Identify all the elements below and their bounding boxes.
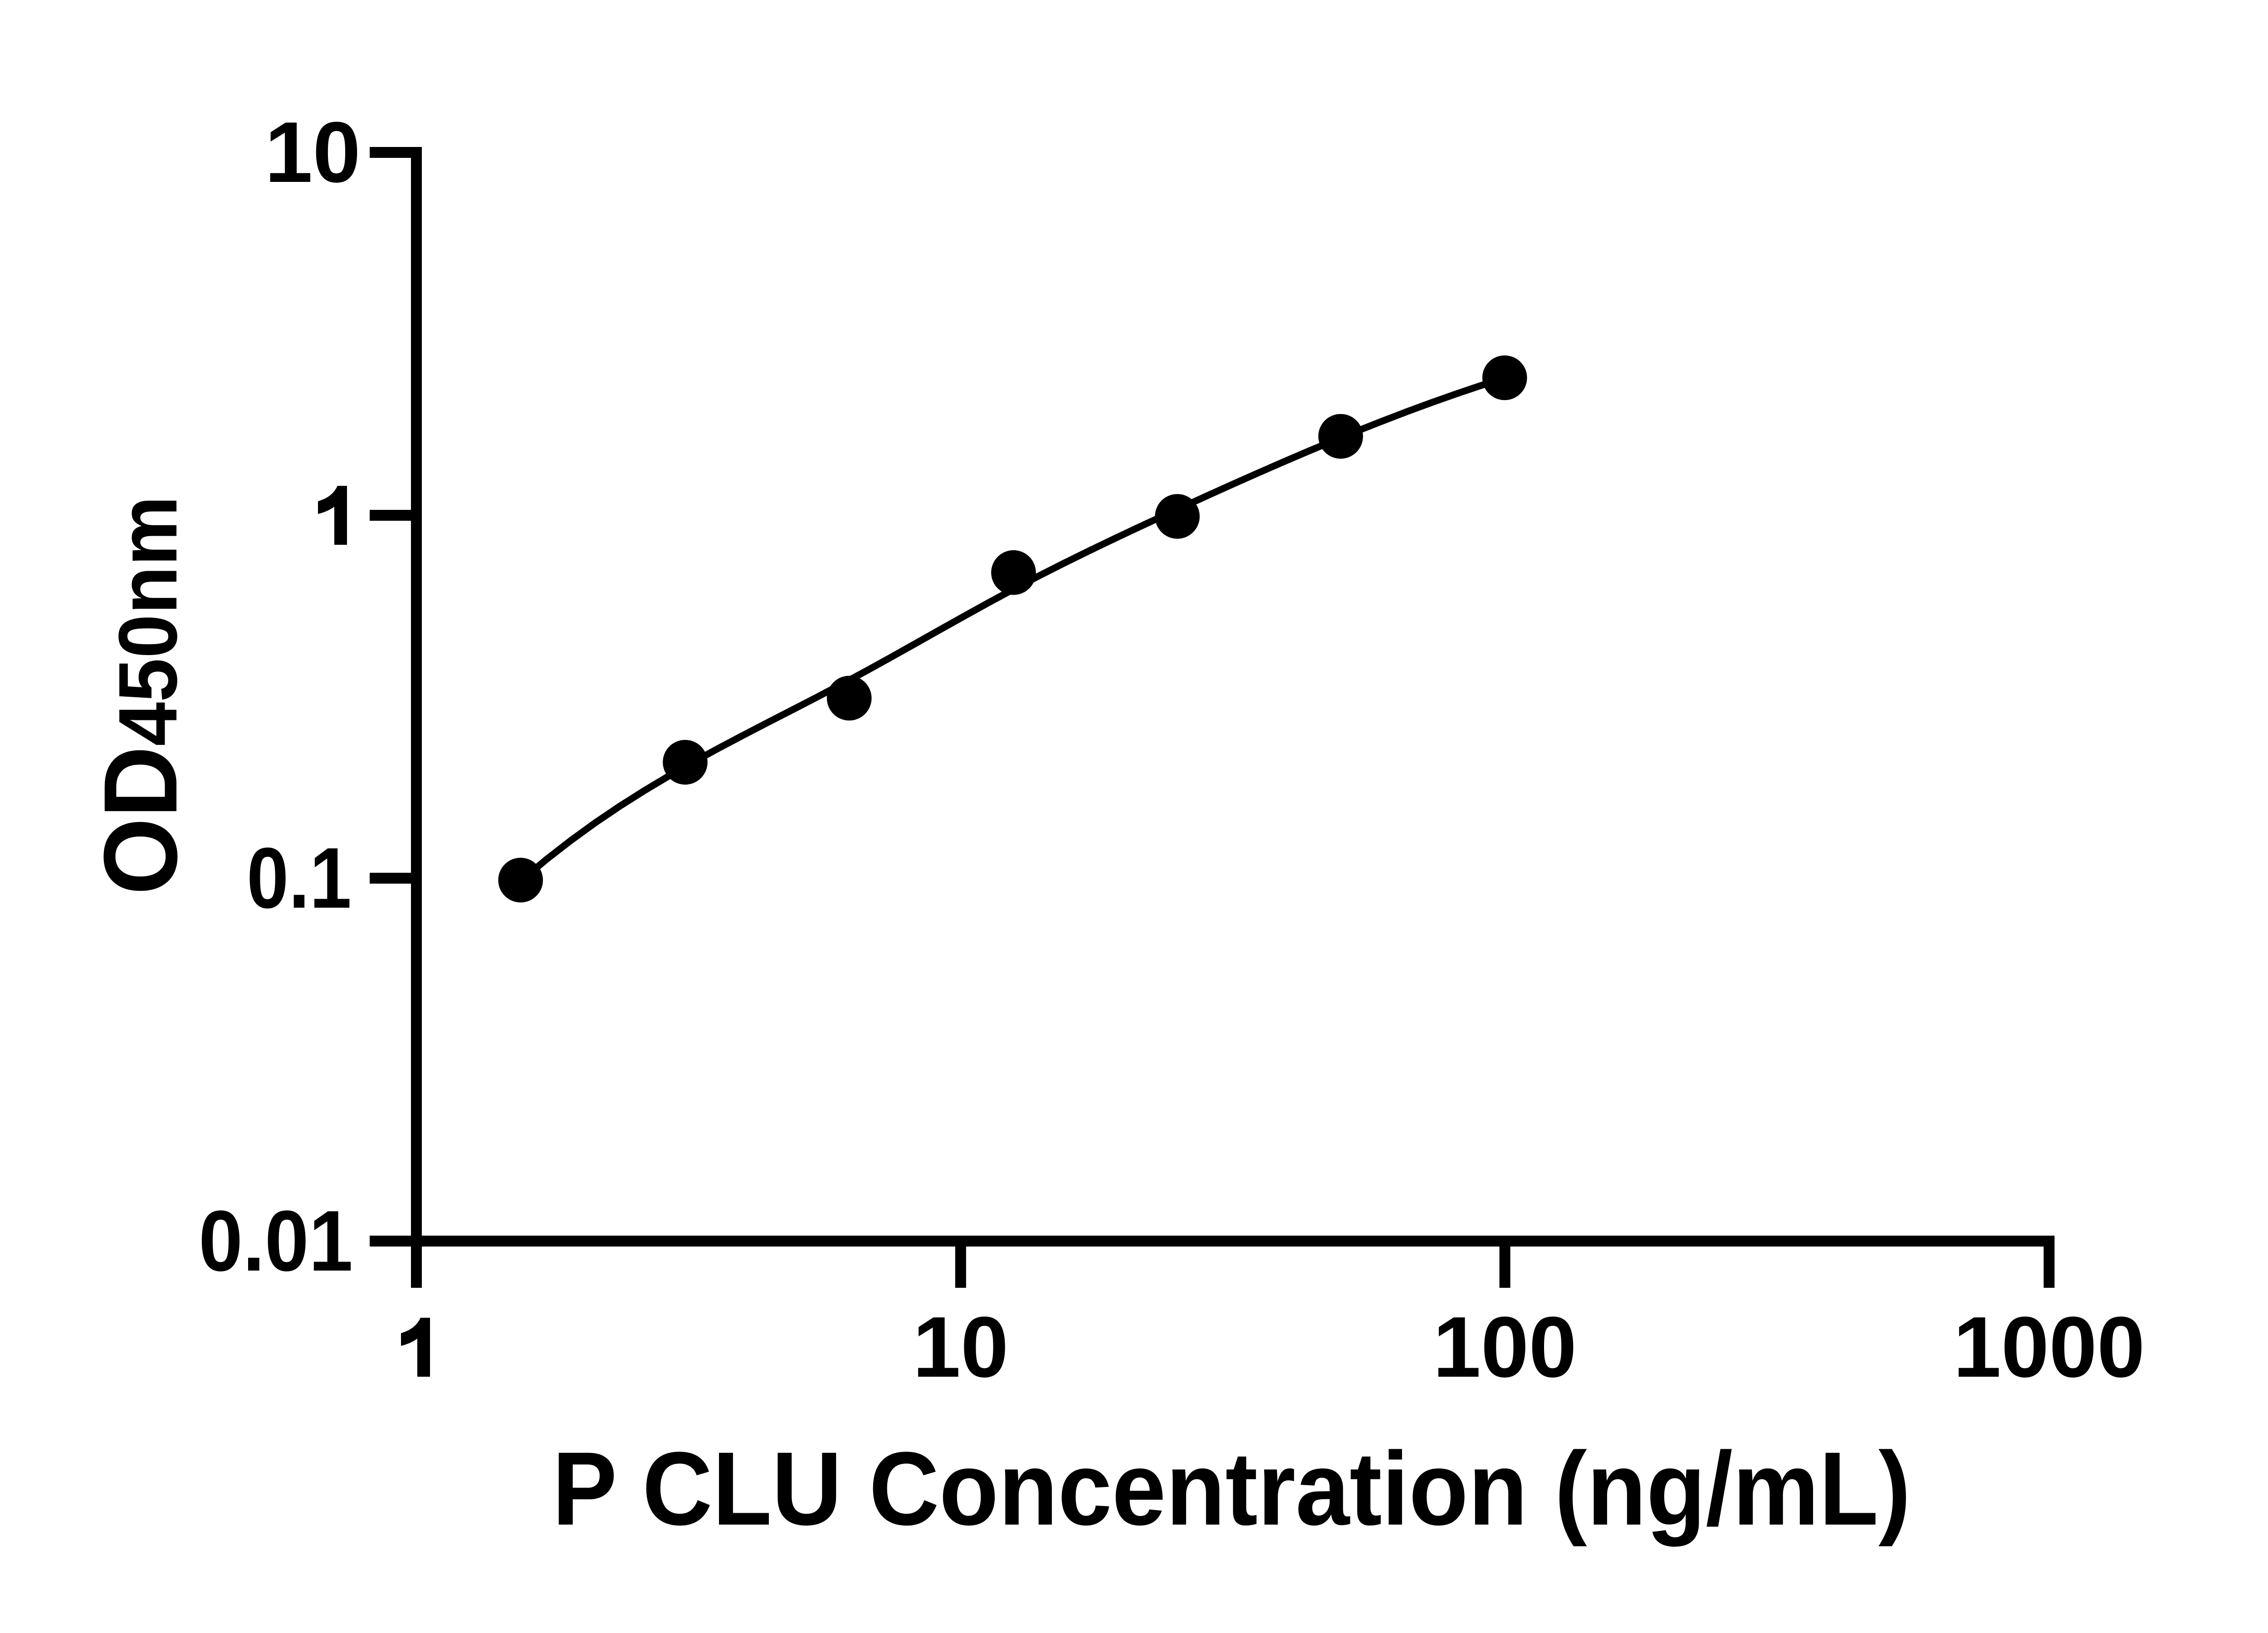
svg-text:10: 10 xyxy=(913,1299,1008,1395)
svg-text:P CLU Concentration (ng/mL): P CLU Concentration (ng/mL) xyxy=(552,1430,1911,1547)
svg-text:0.01: 0.01 xyxy=(199,1193,353,1289)
svg-text:1000: 1000 xyxy=(1953,1299,2145,1395)
svg-text:10: 10 xyxy=(265,104,361,200)
svg-text:OD450nm: OD450nm xyxy=(82,496,199,895)
svg-text:100: 100 xyxy=(1433,1299,1577,1395)
svg-text:0.1: 0.1 xyxy=(247,830,352,926)
